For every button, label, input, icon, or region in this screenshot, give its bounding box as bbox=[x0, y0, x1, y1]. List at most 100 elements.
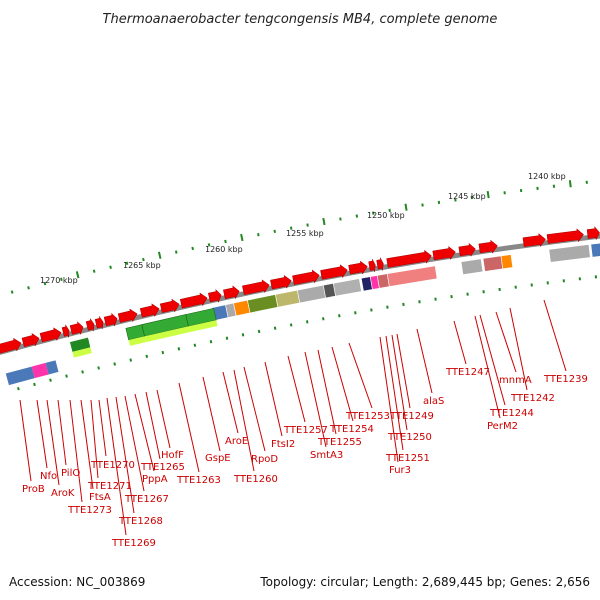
forward-gene-arrow bbox=[85, 318, 95, 332]
leader-line bbox=[46, 399, 60, 486]
leader-line bbox=[178, 382, 200, 473]
leader-line bbox=[57, 399, 67, 466]
leader-line bbox=[379, 336, 399, 463]
forward-gene-arrow bbox=[159, 298, 180, 313]
inner-tick bbox=[466, 292, 469, 296]
label-leader-lines bbox=[19, 299, 567, 536]
inner-tick bbox=[161, 350, 165, 355]
scale-minor-tick bbox=[60, 277, 63, 282]
scale-minor-tick bbox=[454, 198, 457, 202]
inner-tick bbox=[209, 340, 213, 344]
leader-line bbox=[416, 328, 433, 394]
forward-gene-arrow bbox=[320, 264, 348, 280]
gene-label: TTE1269 bbox=[111, 538, 156, 549]
scale-major-tick bbox=[157, 251, 162, 259]
leader-line bbox=[145, 391, 161, 460]
gene-label: TTE1255 bbox=[317, 437, 362, 448]
forward-gene-arrow bbox=[103, 312, 118, 327]
leader-line bbox=[243, 366, 266, 452]
inner-tick bbox=[530, 283, 533, 287]
gene-label: HofF bbox=[161, 450, 184, 461]
scale-minor-tick bbox=[257, 233, 260, 237]
leader-line bbox=[156, 389, 171, 449]
feature-block bbox=[275, 289, 301, 308]
forward-gene-arrow bbox=[139, 303, 160, 318]
inner-tick bbox=[434, 297, 437, 301]
scale-label: 1240 kbp bbox=[528, 172, 566, 181]
feature-block bbox=[31, 362, 49, 379]
forward-gene-arrow bbox=[478, 239, 498, 254]
forward-gene-arrow bbox=[368, 258, 376, 272]
inner-tick bbox=[402, 302, 405, 307]
gene-label: TTE1271 bbox=[87, 481, 132, 492]
leader-line bbox=[106, 397, 127, 536]
leader-line bbox=[36, 399, 48, 469]
forward-gene-arrow bbox=[61, 324, 70, 338]
feature-block bbox=[72, 347, 92, 358]
scale-label: 1260 kbp bbox=[205, 245, 243, 254]
leader-line bbox=[474, 315, 501, 419]
gene-label: RpoD bbox=[251, 454, 278, 465]
scale-major-tick bbox=[240, 233, 244, 242]
feature-block bbox=[247, 294, 279, 314]
scale-minor-tick bbox=[372, 211, 375, 215]
scale-minor-tick bbox=[470, 195, 474, 200]
inner-tick bbox=[546, 281, 549, 285]
gene-label: TTE1273 bbox=[67, 505, 112, 516]
feature-block bbox=[188, 320, 218, 333]
scale-label: 1270 kbp bbox=[40, 276, 78, 285]
inner-tick bbox=[450, 294, 453, 299]
feature-block bbox=[185, 308, 217, 327]
forward-gene-arrow bbox=[432, 245, 456, 261]
leader-line bbox=[90, 399, 99, 479]
scale-major-tick bbox=[404, 203, 408, 211]
scale-major-tick bbox=[486, 191, 490, 199]
inner-tick bbox=[177, 347, 181, 351]
gene-label: TTE1260 bbox=[233, 474, 278, 485]
leader-line bbox=[98, 399, 107, 457]
feature-track bbox=[5, 242, 600, 386]
scale-minor-tick bbox=[92, 269, 96, 273]
inner-tick bbox=[241, 333, 245, 337]
inner-tick bbox=[273, 326, 277, 330]
gene-label: TTE1250 bbox=[387, 432, 432, 443]
map-title: Thermoanaerobacter tengcongensis MB4, co… bbox=[103, 12, 498, 27]
leader-line bbox=[264, 361, 283, 437]
scale-minor-tick bbox=[503, 191, 506, 195]
leader-line bbox=[331, 346, 354, 422]
leader-line bbox=[317, 349, 337, 435]
feature-block bbox=[69, 337, 91, 352]
gene-label: FtsI2 bbox=[271, 439, 295, 450]
inner-tick bbox=[305, 320, 309, 324]
gene-label: PilO bbox=[61, 468, 80, 479]
feature-block bbox=[45, 360, 59, 375]
forward-gene-arrow bbox=[94, 316, 104, 330]
forward-gene-arrow bbox=[21, 332, 40, 348]
leader-line bbox=[222, 371, 239, 434]
gene-label: TTE1257 bbox=[283, 425, 328, 436]
inner-tick bbox=[113, 362, 117, 366]
leader-line bbox=[19, 399, 32, 482]
forward-gene-arrow bbox=[117, 308, 138, 323]
leader-line bbox=[124, 395, 145, 492]
inner-tick bbox=[129, 358, 133, 362]
scale-minor-tick bbox=[174, 250, 178, 254]
inner-tick bbox=[370, 308, 373, 312]
forward-gene-arrow bbox=[458, 242, 476, 257]
inner-tick bbox=[257, 329, 261, 334]
forward-gene-arrow bbox=[179, 292, 208, 309]
leader-line bbox=[396, 333, 411, 409]
inner-ticks bbox=[17, 275, 598, 391]
accession-text: Accession: NC_003869 bbox=[9, 575, 145, 589]
leader-line bbox=[134, 393, 155, 472]
scale-major-tick bbox=[568, 180, 572, 188]
gene-label: TTE1249 bbox=[389, 411, 434, 422]
scale-minor-tick bbox=[125, 261, 129, 266]
forward-gene-arrow bbox=[270, 274, 292, 290]
leader-line bbox=[509, 307, 528, 391]
inner-tick bbox=[17, 387, 20, 391]
forward-gene-arrow bbox=[0, 337, 22, 354]
gene-label: TTE1247 bbox=[445, 367, 490, 378]
scale-minor-tick bbox=[289, 226, 293, 230]
forward-gene-arrow bbox=[522, 233, 546, 248]
